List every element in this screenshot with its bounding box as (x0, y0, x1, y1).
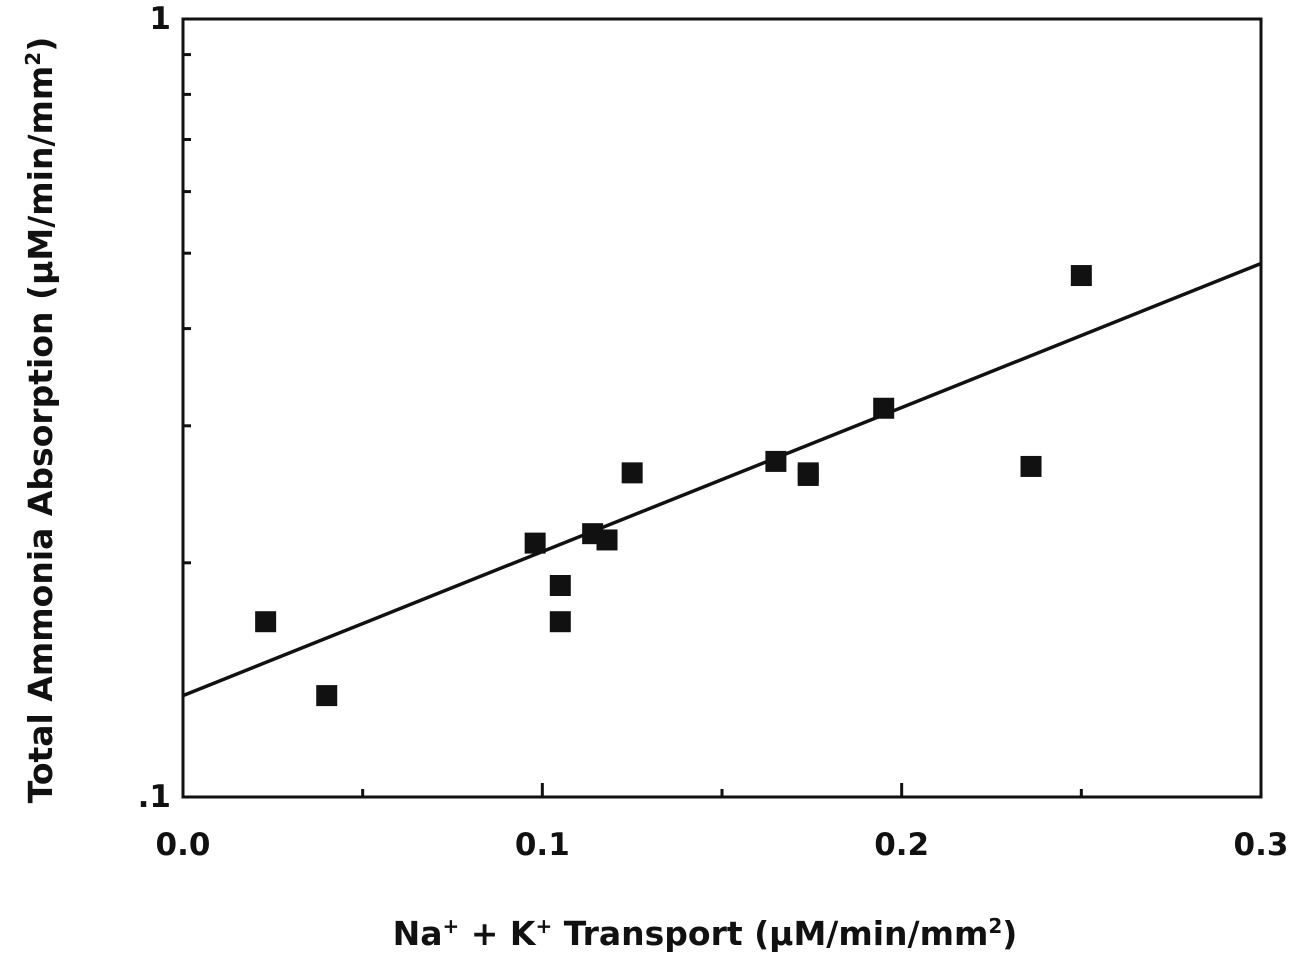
label-text: ) (21, 37, 60, 52)
label-text: Total Ammonia Absorption (µM/min/mm (21, 66, 60, 804)
label-text: ) (1002, 914, 1017, 953)
label-superscript: + (442, 914, 459, 938)
x-tick-label: 0.0 (156, 827, 211, 863)
y-tick-label: 1 (149, 1, 171, 37)
data-point (765, 450, 787, 472)
label-superscript: + (535, 914, 552, 938)
x-tick-label: 0.1 (515, 827, 570, 863)
y-axis-label: Total Ammonia Absorption (µM/min/mm2) (21, 37, 60, 804)
data-point (316, 685, 338, 707)
data-point (1020, 455, 1042, 477)
plot-area (181, 17, 1263, 799)
label-superscript: 2 (988, 914, 1002, 938)
regression-line (182, 261, 1262, 698)
label-text: Transport (µM/min/mm (552, 914, 988, 953)
x-tick-label: 0.3 (1234, 827, 1289, 863)
data-point (596, 529, 618, 551)
data-point (255, 611, 277, 633)
plot-frame (181, 17, 1263, 799)
data-point (873, 397, 895, 419)
label-text: Na (393, 914, 443, 953)
data-point (524, 532, 546, 554)
data-point (549, 575, 571, 597)
data-point (549, 611, 571, 633)
data-point (1070, 265, 1092, 287)
y-tick-label: .1 (138, 779, 171, 815)
data-point (797, 464, 819, 486)
axis-ticks (181, 17, 1263, 799)
data-points (255, 265, 1092, 707)
label-text: + K (459, 914, 537, 953)
x-tick-label: 0.2 (874, 827, 929, 863)
data-point (621, 462, 643, 484)
label-superscript: 2 (21, 52, 45, 66)
tick-labels: 0.0 0.1 0.2 0.3 .1 1 (138, 1, 1289, 863)
x-axis-label: Na+ + K+ Transport (µM/min/mm2) (393, 914, 1018, 953)
